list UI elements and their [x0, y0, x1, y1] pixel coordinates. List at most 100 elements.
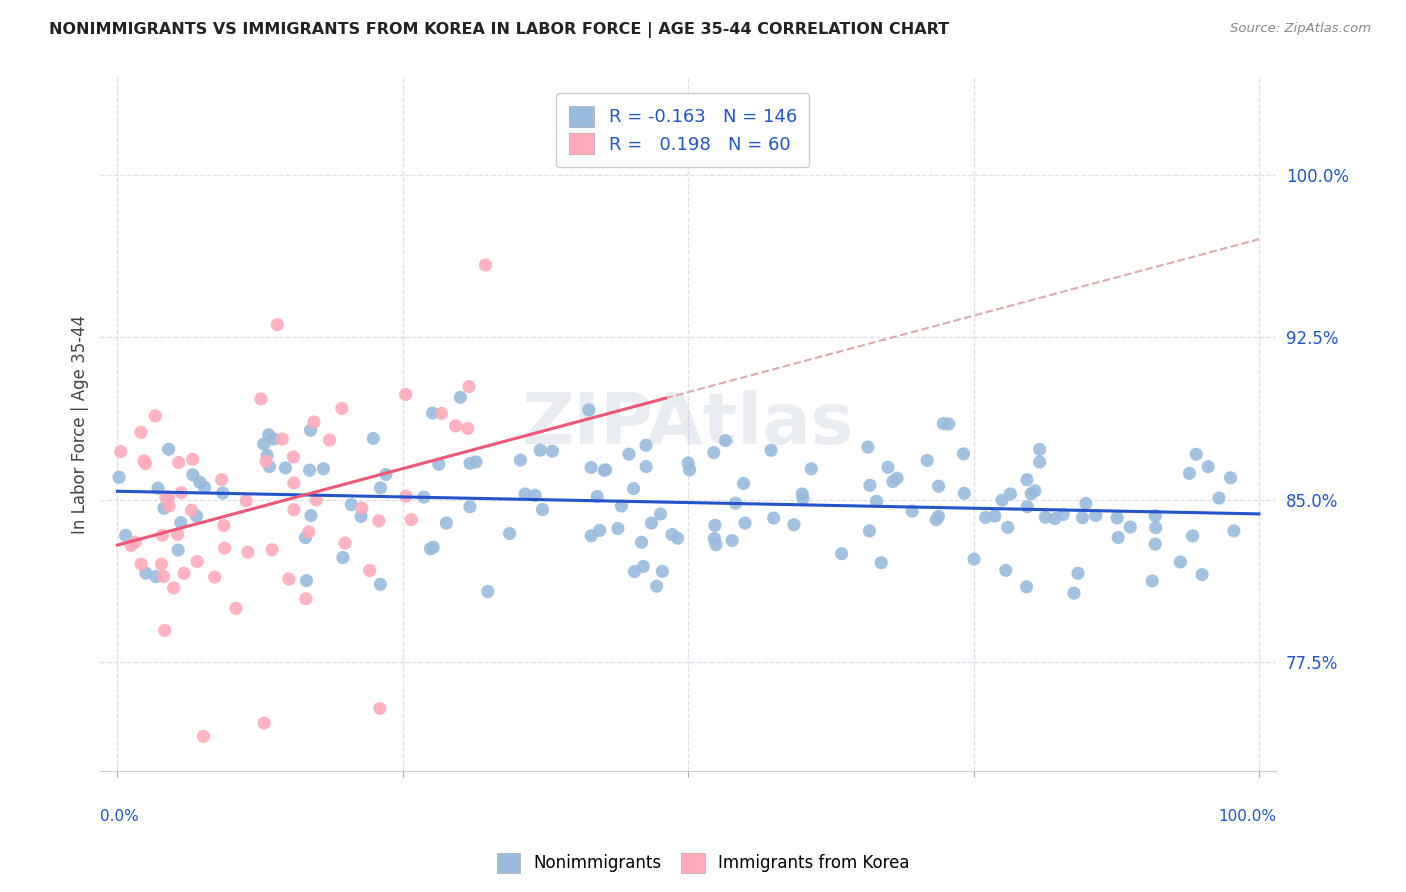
Point	[181, 467, 204, 482]
Point	[636, 459, 658, 474]
Point	[212, 518, 235, 533]
Point	[340, 498, 363, 512]
Point	[120, 538, 142, 552]
Point	[225, 601, 247, 615]
Point	[1024, 483, 1046, 498]
Point	[877, 460, 900, 475]
Point	[250, 392, 273, 406]
Point	[153, 501, 176, 516]
Point	[858, 524, 880, 538]
Point	[129, 425, 152, 440]
Point	[167, 543, 190, 558]
Point	[283, 475, 305, 490]
Point	[617, 447, 640, 461]
Point	[703, 445, 725, 459]
Point	[427, 458, 450, 472]
Point	[419, 541, 441, 556]
Point	[1067, 566, 1090, 581]
Point	[350, 500, 373, 515]
Point	[253, 716, 276, 731]
Point	[173, 566, 195, 581]
Point	[1223, 524, 1246, 538]
Point	[204, 570, 226, 584]
Point	[464, 455, 486, 469]
Point	[256, 449, 278, 463]
Point	[295, 591, 318, 606]
Point	[759, 443, 782, 458]
Text: 0.0%: 0.0%	[100, 809, 139, 824]
Point	[458, 456, 481, 470]
Point	[135, 566, 157, 581]
Point	[704, 538, 727, 552]
Point	[650, 507, 672, 521]
Point	[299, 508, 322, 523]
Point	[295, 574, 318, 588]
Text: Source: ZipAtlas.com: Source: ZipAtlas.com	[1230, 22, 1371, 36]
Point	[1119, 520, 1142, 534]
Point	[259, 459, 281, 474]
Point	[374, 467, 396, 482]
Point	[1015, 580, 1038, 594]
Point	[211, 486, 233, 500]
Point	[155, 490, 177, 504]
Point	[1185, 447, 1208, 461]
Point	[633, 559, 655, 574]
Point	[953, 486, 976, 500]
Point	[1028, 455, 1050, 469]
Point	[271, 432, 294, 446]
Point	[1071, 510, 1094, 524]
Point	[170, 516, 193, 530]
Point	[721, 533, 744, 548]
Point	[157, 442, 180, 457]
Point	[714, 434, 737, 448]
Point	[541, 444, 564, 458]
Point	[430, 406, 453, 420]
Point	[831, 547, 853, 561]
Point	[1140, 574, 1163, 588]
Point	[1144, 521, 1167, 535]
Point	[370, 577, 392, 591]
Point	[152, 528, 174, 542]
Point	[865, 494, 887, 508]
Point	[1043, 511, 1066, 525]
Point	[458, 379, 481, 393]
Point	[294, 531, 316, 545]
Point	[994, 563, 1017, 577]
Point	[623, 565, 645, 579]
Point	[1197, 459, 1219, 474]
Point	[412, 490, 434, 504]
Point	[318, 433, 340, 447]
Point	[524, 488, 547, 502]
Point	[925, 513, 948, 527]
Point	[513, 487, 536, 501]
Point	[114, 528, 136, 542]
Point	[350, 509, 373, 524]
Point	[886, 471, 908, 485]
Point	[678, 463, 700, 477]
Point	[145, 569, 167, 583]
Point	[1181, 529, 1204, 543]
Point	[330, 401, 353, 416]
Point	[938, 417, 960, 431]
Point	[395, 489, 418, 503]
Point	[1105, 511, 1128, 525]
Point	[595, 463, 617, 477]
Point	[359, 564, 381, 578]
Point	[283, 502, 305, 516]
Point	[997, 520, 1019, 534]
Point	[703, 532, 725, 546]
Point	[645, 579, 668, 593]
Point	[1019, 486, 1042, 500]
Point	[651, 565, 673, 579]
Point	[277, 572, 299, 586]
Point	[302, 415, 325, 429]
Point	[152, 569, 174, 583]
Point	[312, 461, 335, 475]
Point	[254, 454, 277, 468]
Point	[367, 514, 389, 528]
Point	[606, 522, 628, 536]
Point	[630, 535, 652, 549]
Point	[1063, 586, 1085, 600]
Point	[531, 502, 554, 516]
Point	[800, 462, 823, 476]
